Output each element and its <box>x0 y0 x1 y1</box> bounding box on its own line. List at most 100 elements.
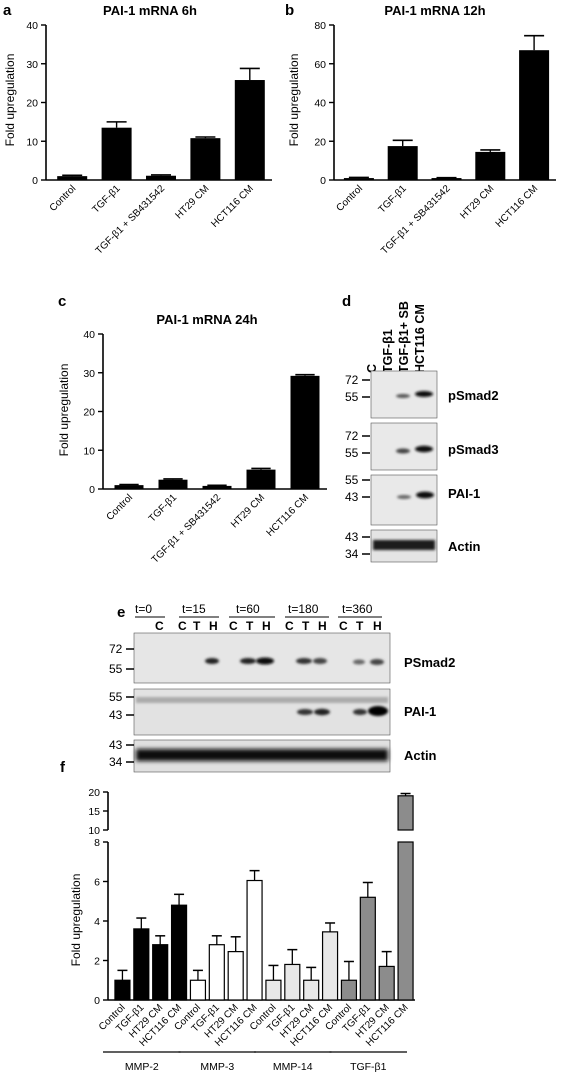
chart-b: PAI-1 mRNA 12h Fold upregulation 0 20 40 60… <box>287 3 556 257</box>
blot-e-lane: T <box>193 619 201 633</box>
bar <box>265 979 282 1001</box>
bar <box>152 944 169 1001</box>
panel-label-c: c <box>58 293 66 310</box>
blot-d-marker: 72 <box>345 429 359 443</box>
bar <box>284 963 301 1001</box>
blot-d-strip-PAI-1 <box>370 474 438 526</box>
blot-d-marker: 55 <box>345 390 359 404</box>
blot-d-band <box>416 491 434 499</box>
blot-e-label-Actin: Actin <box>404 748 437 763</box>
blot-d: C TGF-β1 TGF-β1+ SB HCT116 CM 72 55 pSma… <box>345 301 499 563</box>
blot-e-lane: H <box>262 619 271 633</box>
category-label: HCT116 CM <box>265 492 312 539</box>
bar <box>146 175 176 180</box>
bar <box>475 151 506 180</box>
blot-d-band <box>396 448 410 454</box>
y-tick-label: 40 <box>26 20 38 32</box>
blot-e-lane: T <box>356 619 364 633</box>
y-tick-label: 0 <box>320 175 326 187</box>
y-tick-label: 10 <box>26 136 38 148</box>
panel-label-e: e <box>117 604 125 621</box>
y-tick-label: 20 <box>314 136 326 148</box>
blot-e-timepoint: t=15 <box>182 602 206 616</box>
bar <box>431 178 462 180</box>
category-label: HCT116 CM <box>209 183 256 230</box>
chart-f-ylabel: Fold upregulation <box>69 874 83 967</box>
bar <box>359 896 376 1001</box>
blot-e-marker: 34 <box>109 755 123 769</box>
bar <box>133 928 150 1001</box>
blot-d-label-pSmad2: pSmad2 <box>448 388 499 403</box>
bar <box>234 80 265 180</box>
blot-e-label-PSmad2: PSmad2 <box>404 655 455 670</box>
bar <box>246 469 276 489</box>
y-tick-label: 80 <box>314 20 326 32</box>
bar <box>101 127 132 180</box>
blot-d-marker: 55 <box>345 446 359 460</box>
chart-f: Fold upregulation 02468101520ControlTGF-… <box>69 787 415 1073</box>
bar <box>158 479 188 489</box>
blot-d-band <box>415 391 433 397</box>
y-tick-label: 20 <box>83 407 95 419</box>
bar <box>321 931 339 1001</box>
blot-d-label-pSmad3: pSmad3 <box>448 442 499 457</box>
y-tick-label: 10 <box>88 825 100 837</box>
y-tick-label: 15 <box>88 806 100 818</box>
bar <box>343 178 374 180</box>
chart-a-title: PAI-1 mRNA 6h <box>103 3 197 18</box>
chart-b-ylabel: Fold upregulation <box>287 54 301 147</box>
blot-d-lane-2: TGF-β1+ SB <box>397 301 411 373</box>
y-tick-label: 30 <box>83 368 95 380</box>
bar <box>114 485 144 489</box>
category-label: Control <box>105 492 136 523</box>
category-label: HT29 CM <box>229 492 267 530</box>
category-label: HT29 CM <box>458 183 496 221</box>
blot-e-lane: C <box>229 619 238 633</box>
blot-e-lane: T <box>302 619 310 633</box>
y-tick-label: 0 <box>89 484 95 496</box>
blot-d-marker: 43 <box>345 530 359 544</box>
blot-e-lane: C <box>155 619 164 633</box>
blot-e-marker: 43 <box>109 738 123 752</box>
blot-d-marker: 72 <box>345 373 359 387</box>
blot-e-lane: H <box>209 619 218 633</box>
blot-e-timepoint: t=0 <box>135 602 152 616</box>
blot-d-marker: 55 <box>345 473 359 487</box>
bar <box>190 138 221 180</box>
y-tick-label: 6 <box>94 877 100 889</box>
bar <box>397 841 414 1001</box>
bar <box>202 485 232 489</box>
category-label: TGF-β1 <box>147 492 180 525</box>
blot-d-label-Actin: Actin <box>448 539 481 554</box>
y-tick-label: 20 <box>88 787 100 799</box>
blot-e-marker: 43 <box>109 708 123 722</box>
bar <box>397 795 414 831</box>
group-label: TGF-β1 <box>350 1061 387 1073</box>
blot-e-lane: H <box>373 619 382 633</box>
group-label: MMP-3 <box>200 1061 234 1073</box>
panel-label-a: a <box>3 2 12 19</box>
y-tick-label: 20 <box>26 98 38 110</box>
y-tick-label: 0 <box>94 995 100 1007</box>
y-tick-label: 60 <box>314 59 326 71</box>
category-label: Control <box>48 183 79 214</box>
chart-c-ylabel: Fold upregulation <box>57 364 71 457</box>
bar <box>246 879 263 1001</box>
group-label: MMP-2 <box>125 1061 159 1073</box>
y-tick-label: 8 <box>94 837 100 849</box>
chart-a-ylabel: Fold upregulation <box>3 54 17 147</box>
blot-e-lane: C <box>339 619 348 633</box>
blot-e-strip-PAI-1 <box>133 688 391 736</box>
y-tick-label: 40 <box>314 98 326 110</box>
panel-label-f: f <box>60 759 66 776</box>
bar <box>378 965 395 1001</box>
blot-e-lane: C <box>178 619 187 633</box>
y-tick-label: 4 <box>94 916 100 928</box>
bar <box>170 904 188 1001</box>
blot-d-label-PAI-1: PAI-1 <box>448 486 480 501</box>
category-label: HCT116 CM <box>494 183 541 230</box>
chart-c-title: PAI-1 mRNA 24h <box>156 312 257 327</box>
blot-d-band <box>397 495 411 499</box>
bar <box>208 944 225 1001</box>
